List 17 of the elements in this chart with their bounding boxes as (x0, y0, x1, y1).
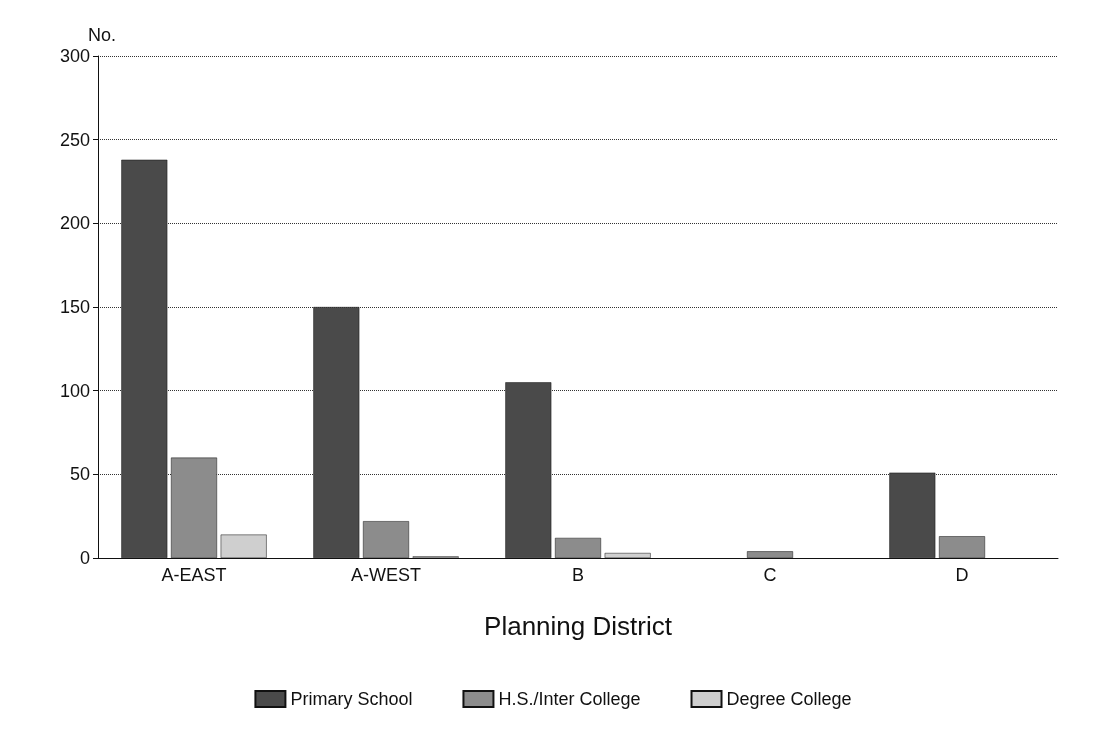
x-tick-label: C (763, 565, 777, 585)
y-axis-title: No. (88, 25, 117, 45)
y-tick-label: 250 (59, 129, 90, 150)
legend-label: Degree College (726, 689, 852, 709)
y-tick-label: 100 (59, 380, 90, 401)
legend-label: Primary School (290, 689, 413, 709)
x-axis-title: Planning District (484, 611, 673, 641)
y-tick-label: 150 (59, 297, 90, 317)
y-tick-label: 50 (69, 464, 90, 485)
x-tick-label: A-WEST (351, 565, 421, 585)
y-tick-label: 300 (59, 46, 90, 66)
legend-label: H.S./Inter College (498, 689, 641, 709)
y-tick-label: 0 (79, 548, 90, 568)
y-tick-label: 200 (59, 213, 90, 234)
x-tick-label: D (955, 565, 969, 585)
x-tick-label: B (571, 565, 585, 585)
x-tick-label: A-EAST (161, 565, 227, 585)
